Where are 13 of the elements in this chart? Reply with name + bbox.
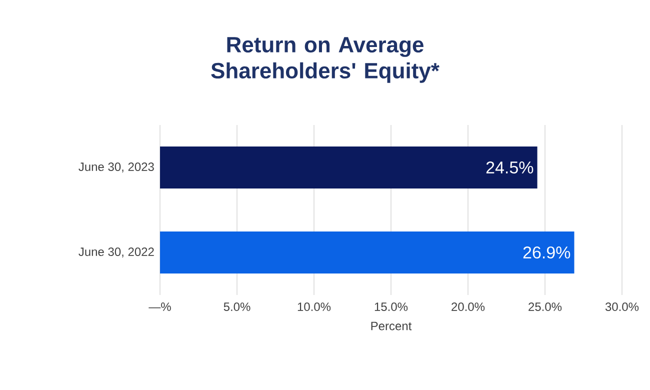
data-label: 24.5% xyxy=(486,161,534,174)
y-tick-label: June 30, 2023 xyxy=(78,162,154,172)
data-label: 26.9% xyxy=(523,246,570,259)
chart-title: Return on Average Shareholders' Equity* xyxy=(211,37,440,83)
x-tick-label: —% xyxy=(148,302,171,311)
x-tick-label: 15.0% xyxy=(374,302,408,312)
x-tick-label: 25.0% xyxy=(528,302,562,312)
x-tick-label: 20.0% xyxy=(452,302,485,312)
y-tick-label: June 30, 2022 xyxy=(78,248,154,258)
x-tick-label: 10.0% xyxy=(298,302,331,312)
x-tick-label: 30.0% xyxy=(605,302,639,312)
x-tick-label: 5.0% xyxy=(224,302,250,312)
x-axis-title: Percent xyxy=(371,322,412,330)
